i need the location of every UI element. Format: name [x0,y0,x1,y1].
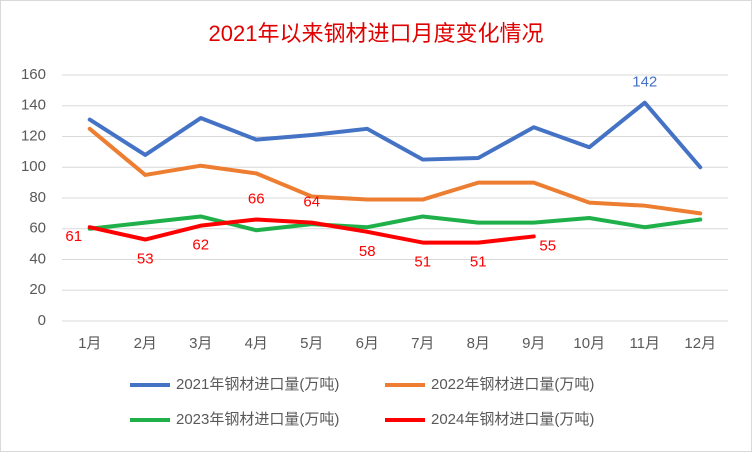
legend-label: 2022年钢材进口量(万吨) [431,376,594,393]
line-series [87,214,703,233]
line-series [87,100,703,170]
x-tick-label: 6月 [356,335,379,352]
y-tick-label: 80 [29,189,46,206]
x-tick-label: 4月 [245,335,268,352]
y-tick-label: 120 [21,127,46,144]
line-series [87,217,536,245]
y-tick-label: 140 [21,97,46,114]
x-tick-label: 9月 [522,335,545,352]
data-label: 51 [470,254,487,271]
x-tick-label: 12月 [684,335,716,352]
x-tick-label: 7月 [411,335,434,352]
y-tick-label: 40 [29,250,46,267]
data-label: 64 [303,194,320,211]
y-tick-label: 100 [21,158,46,175]
legend-label: 2021年钢材进口量(万吨) [176,376,339,393]
line-series [87,126,703,216]
data-label: 62 [192,237,209,254]
x-tick-label: 3月 [189,335,212,352]
data-label: 53 [137,250,154,267]
x-tick-label: 5月 [300,335,323,352]
x-tick-label: 1月 [78,335,101,352]
data-label: 61 [65,228,82,245]
x-tick-label: 8月 [467,335,490,352]
x-tick-label: 10月 [573,335,605,352]
data-label: 58 [359,243,376,260]
data-label: 55 [539,237,556,254]
legend-label: 2023年钢材进口量(万吨) [176,411,339,428]
chart-title: 2021年以来钢材进口月度变化情况 [209,21,544,46]
y-tick-label: 60 [29,220,46,237]
legend-label: 2024年钢材进口量(万吨) [431,411,594,428]
data-label: 142 [632,74,657,91]
y-tick-label: 20 [29,281,46,298]
data-label: 51 [414,254,431,271]
x-tick-label: 2月 [134,335,157,352]
x-tick-label: 11月 [629,335,660,352]
y-tick-label: 0 [38,312,46,329]
data-label: 66 [248,190,265,207]
y-tick-label: 160 [21,66,46,83]
